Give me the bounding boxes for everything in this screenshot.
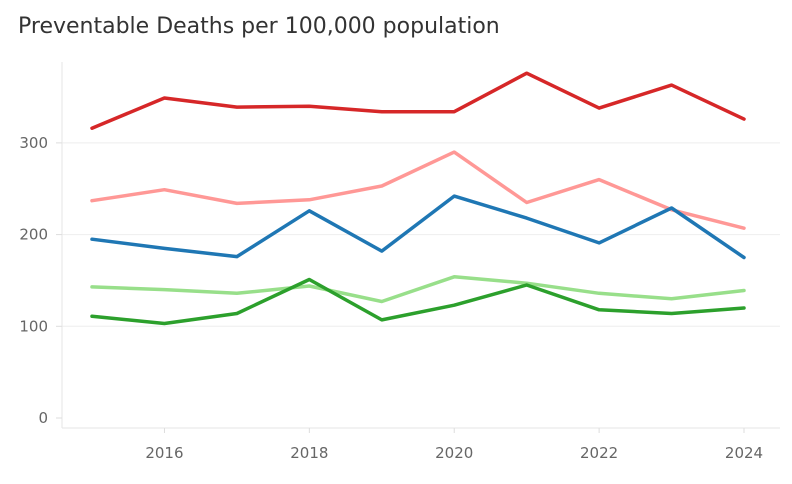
gridlines <box>62 142 780 327</box>
x-tick-label: 2020 <box>435 444 473 462</box>
y-tick-label: 0 <box>38 409 48 427</box>
x-tick-label: 2016 <box>145 444 183 462</box>
x-tick-label: 2024 <box>725 444 763 462</box>
series-line-1 <box>90 71 746 130</box>
y-tick-label: 200 <box>19 226 48 244</box>
x-axis-ticks: 2016 2018 2020 2022 2024 <box>145 428 763 462</box>
x-tick-label: 2022 <box>580 444 618 462</box>
y-tick-label: 100 <box>19 317 48 335</box>
series-line-3 <box>90 194 746 260</box>
series-line-5 <box>90 277 746 326</box>
series-line-2 <box>90 150 746 230</box>
axes <box>61 62 780 429</box>
series-lines <box>90 71 746 326</box>
y-axis-ticks: 0 100 200 300 <box>19 134 62 427</box>
x-tick-label: 2018 <box>290 444 328 462</box>
series-line-4 <box>90 275 746 304</box>
chart-title: Preventable Deaths per 100,000 populatio… <box>18 14 500 39</box>
y-tick-label: 300 <box>19 134 48 152</box>
